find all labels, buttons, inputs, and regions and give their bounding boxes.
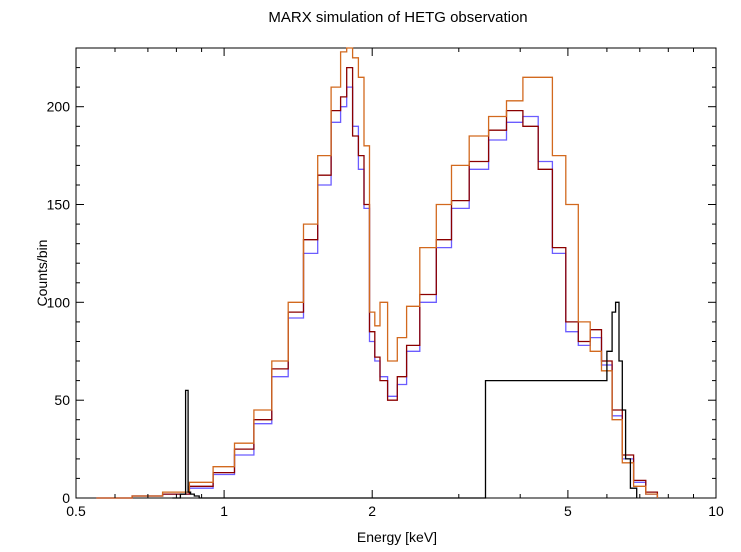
x-tick-label: 10 xyxy=(708,503,724,519)
x-axis-label: Energy [keV] xyxy=(357,529,437,545)
series-layer xyxy=(96,47,659,499)
x-tick-label: 5 xyxy=(564,503,572,519)
y-tick-label: 50 xyxy=(54,392,70,408)
chart-title: MARX simulation of HETG observation xyxy=(268,9,527,26)
series-line-1 xyxy=(96,86,659,499)
x-tick-label: 1 xyxy=(220,503,228,519)
y-tick-label: 150 xyxy=(47,197,71,213)
series-line-2 xyxy=(96,66,659,499)
series-line-3 xyxy=(96,47,659,499)
y-tick-label: 200 xyxy=(47,99,71,115)
y-tick-label: 0 xyxy=(62,490,70,506)
y-axis-label: Counts/bin xyxy=(34,240,50,307)
x-tick-label: 0.5 xyxy=(66,503,86,519)
y-tick-label: 100 xyxy=(47,294,71,310)
plot-frame xyxy=(75,47,717,499)
x-tick-label: 2 xyxy=(368,503,376,519)
series-line-4 xyxy=(172,301,638,499)
